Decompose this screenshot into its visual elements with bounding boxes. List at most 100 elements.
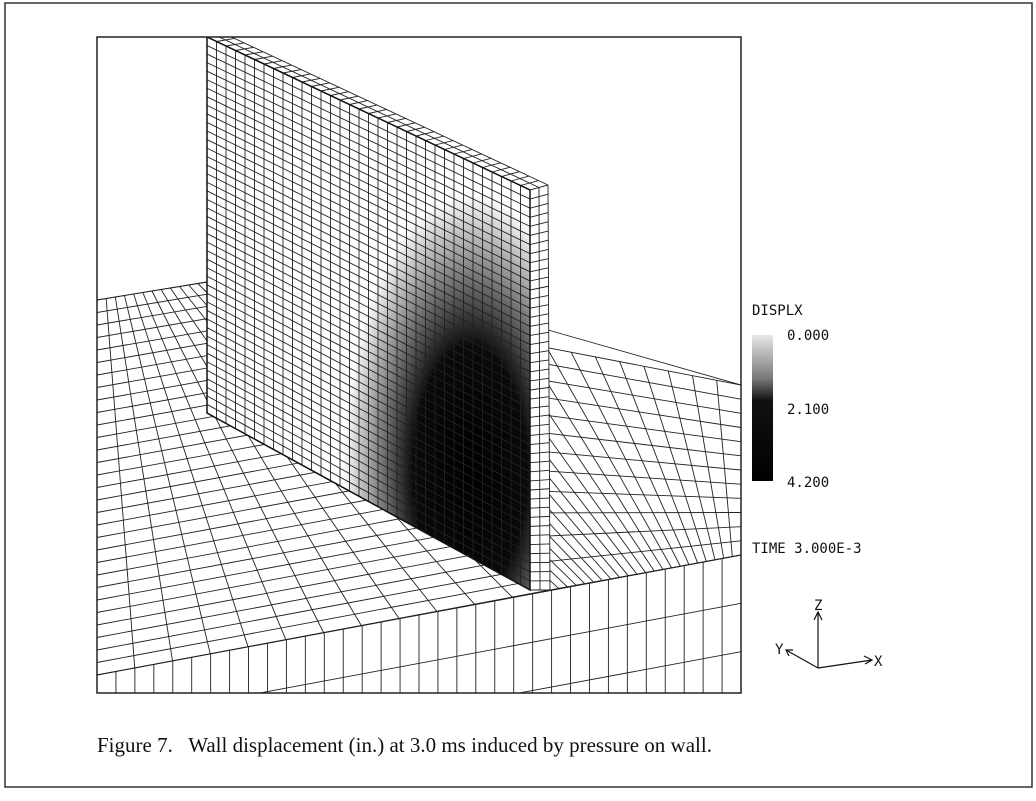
mesh-line [529,267,549,273]
mesh-line [529,506,550,509]
axis-label: X [874,654,883,670]
mesh-line [263,60,283,65]
mesh-line [444,144,463,150]
mesh-line [349,100,368,105]
mesh-line [206,216,531,382]
legend-tick: 0.000 [787,328,829,344]
mesh-line [206,292,531,464]
mesh-plot [97,37,741,693]
mesh-line [516,651,741,693]
mesh-line [206,96,531,255]
mesh-line [425,135,444,141]
mesh-line [292,73,311,78]
mesh-line [529,414,550,418]
mesh-line [206,250,531,418]
mesh-line [529,295,549,300]
mesh-line [529,405,550,409]
mesh-line [529,193,549,200]
mesh-line [206,233,531,400]
mesh-line [97,569,528,651]
plot-frame [96,36,742,694]
axis-label: Z [814,598,822,614]
mesh-line [206,190,531,355]
mesh-line [206,53,531,209]
mesh-line [387,117,406,123]
mesh-line [396,122,416,128]
mesh-line [339,95,359,101]
mesh-line [206,113,531,273]
mesh-line [320,86,340,92]
mesh-line [206,147,531,309]
mesh-line [529,543,550,545]
mesh-line [206,139,531,300]
mesh-line [206,181,531,345]
mesh-line [529,433,550,436]
mesh-line [206,318,531,491]
axis-label: Y [775,642,784,658]
mesh-line [529,221,549,227]
mesh-line [273,64,292,69]
mesh-line [472,157,492,164]
mesh-line [97,579,539,663]
mesh-line [330,91,349,96]
mesh-line [529,202,549,209]
mesh-line [510,175,530,182]
mesh-line [97,558,516,638]
mesh-line [529,525,550,527]
mesh-line [453,149,473,155]
mesh-line [529,322,549,327]
axis-triad [785,610,874,669]
mesh-line [206,327,531,500]
mesh-line [206,173,531,336]
mesh-line [529,230,549,236]
mesh-line [206,87,531,245]
mesh-line [529,359,549,364]
mesh-line [529,534,550,536]
mesh-line [529,488,550,491]
mesh-line [97,507,459,576]
mesh-line [529,460,550,464]
mesh-line [97,548,505,626]
mesh-line [206,395,531,573]
mesh-line [206,310,531,482]
mesh-line [206,284,531,455]
mesh-line [547,329,741,386]
mesh-line [301,77,321,83]
mesh-line [529,515,550,518]
mesh-line [206,224,531,391]
mesh-line [529,239,549,245]
mesh-line [529,212,549,218]
legend-tick: 2.100 [787,402,829,418]
mesh-line [311,82,330,87]
mesh-line [501,171,520,177]
mesh-line [529,350,549,355]
mesh-line [244,51,264,56]
mesh-line [254,55,273,60]
mesh-line [415,131,435,137]
mesh-line [206,207,531,373]
mesh-line [463,153,482,159]
mesh-line [482,162,501,168]
mesh-line [97,281,208,301]
mesh-line [529,341,549,345]
mesh-line [206,156,531,318]
mesh-line [257,602,741,693]
mesh-line [529,248,549,255]
mesh-line [97,291,219,313]
mesh-line [529,304,549,309]
mesh-line [206,335,531,509]
mesh-line [206,361,531,536]
time-label: TIME 3.000E-3 [752,541,862,557]
wall [206,37,551,592]
mesh-line [529,258,549,264]
legend-title: DISPLX [752,303,803,319]
mesh-line [206,198,531,364]
mesh-line [97,554,741,676]
mesh-line [206,301,531,473]
mesh-line [206,344,531,518]
mesh-line [216,37,235,42]
mesh-line [206,79,531,236]
mesh-line [368,109,387,114]
mesh-line [206,45,531,200]
